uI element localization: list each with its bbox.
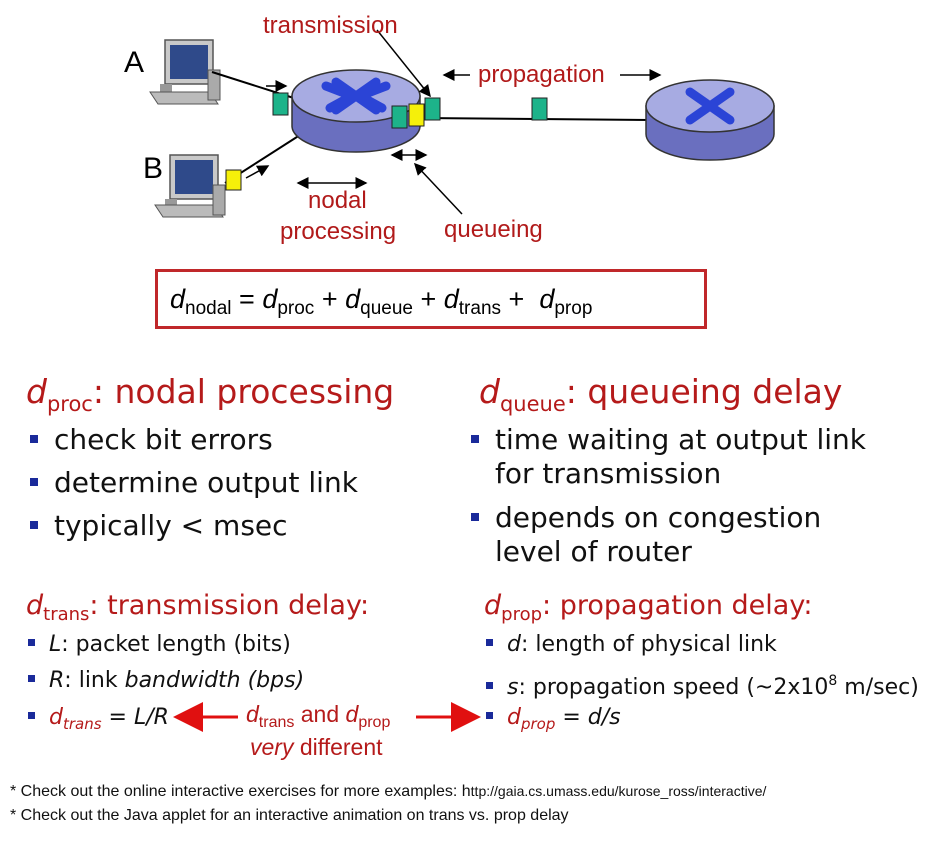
computer-b-icon — [154, 154, 226, 218]
queue-bullet-2-cont: level of router — [495, 535, 692, 568]
prop-heading: dprop: propagation delay: — [484, 590, 813, 625]
network-diagram — [149, 29, 775, 218]
packet-green-propagating — [531, 97, 548, 121]
trans-bullet-1: L: packet length (bits) — [28, 630, 291, 660]
arrow-b-packet — [245, 165, 270, 179]
queue-heading: dqueue: queueing delay — [479, 372, 843, 416]
comparison-line-1: dtrans and dprop — [246, 701, 391, 731]
proc-heading: dproc: nodal processing — [26, 372, 395, 416]
nodal-label: nodal — [308, 187, 367, 214]
prop-bullet-1: d: length of physical link — [486, 630, 777, 660]
router-1-icon — [291, 69, 421, 153]
proc-bullet-2: determine output link — [30, 466, 358, 500]
comparison-line-2: very different — [250, 734, 383, 760]
trans-bullet-3: dtrans = L/R — [28, 703, 169, 739]
queue-bullet-1-cont: for transmission — [495, 457, 722, 490]
host-a-label: A — [124, 46, 145, 79]
propagation-label: propagation — [478, 61, 605, 88]
computer-a-icon — [149, 39, 221, 105]
nodal-delay-formula: dnodal = dproc + dqueue + dtrans + dprop — [155, 269, 707, 329]
proc-bullet-1: check bit errors — [30, 423, 273, 457]
queueing-label: queueing — [444, 216, 543, 243]
interactive-url-link[interactable]: ttp://gaia.cs.umass.edu/kurose_ross/inte… — [470, 783, 767, 799]
processing-label: processing — [280, 218, 397, 245]
packet-green-queued — [391, 105, 408, 129]
queue-bullet-1: time waiting at output link — [471, 423, 866, 457]
router-2-icon — [645, 79, 775, 161]
queueing-pointer — [413, 162, 463, 215]
host-b-label: B — [143, 152, 164, 185]
packet-yellow-incoming — [225, 169, 242, 191]
packet-green-incoming — [272, 92, 289, 116]
footnote-2: * Check out the Java applet for an inter… — [10, 807, 569, 824]
transmission-pointer — [376, 29, 431, 98]
packet-yellow-queued — [408, 103, 425, 127]
queue-bullet-2: depends on congestion — [471, 501, 821, 535]
footnote-1: * Check out the online interactive exerc… — [10, 783, 767, 800]
proc-bullet-3: typically < msec — [30, 509, 288, 543]
prop-bullet-3: dprop = d/s — [486, 703, 621, 739]
transmission-label: transmission — [263, 12, 398, 39]
trans-heading: dtrans: transmission delay: — [26, 590, 370, 625]
trans-bullet-2: R: link bandwidth (bps) — [28, 666, 304, 696]
packet-green-transmitting — [424, 97, 441, 121]
prop-bullet-2: s: propagation speed (~2x108 m/sec) — [486, 666, 919, 703]
comparison-arrows — [173, 702, 481, 732]
